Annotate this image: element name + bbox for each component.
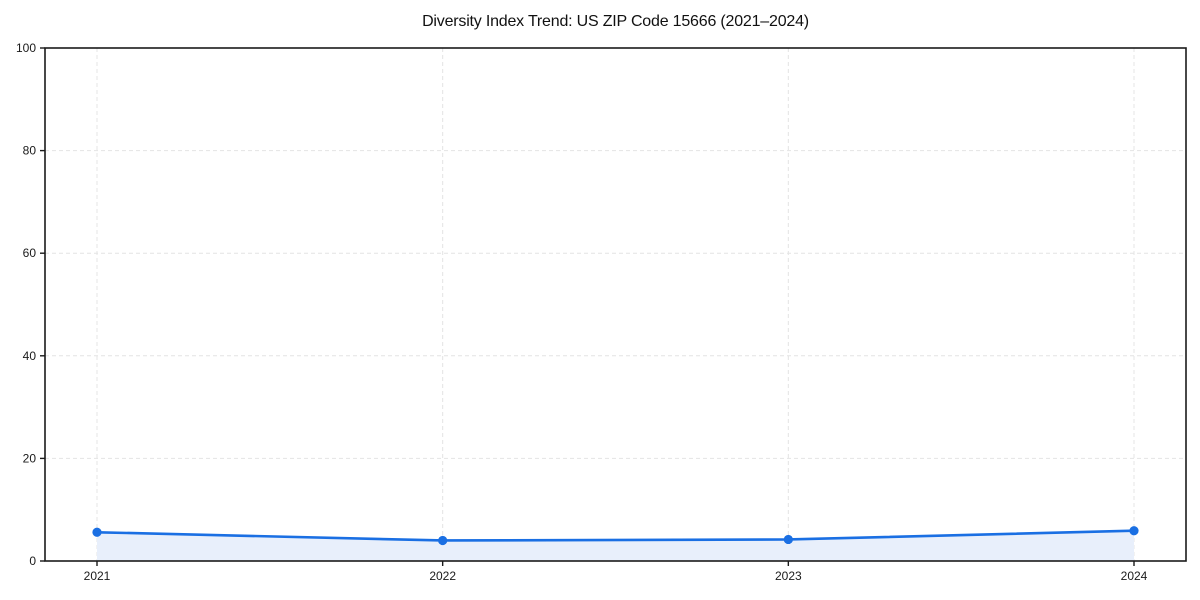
x-tick-label: 2023 [775, 569, 802, 583]
y-tick-label: 80 [23, 144, 37, 158]
x-tick-label: 2021 [84, 569, 111, 583]
x-tick-label: 2022 [429, 569, 456, 583]
data-point-2024 [1129, 526, 1139, 536]
x-tick-label: 2024 [1121, 569, 1148, 583]
y-tick-label: 100 [16, 41, 36, 55]
data-point-2021 [92, 527, 102, 537]
trend-line [95, 529, 1136, 542]
plot-border [44, 47, 1187, 562]
y-tick-label: 40 [23, 349, 37, 363]
data-point-2023 [783, 534, 793, 545]
y-tick-label: 0 [29, 554, 36, 568]
chart-title: Diversity Index Trend: US ZIP Code 15666… [422, 13, 809, 30]
data-point-2022 [438, 535, 448, 546]
y-tick-label: 60 [23, 246, 37, 260]
y-tick-label: 20 [23, 451, 37, 465]
